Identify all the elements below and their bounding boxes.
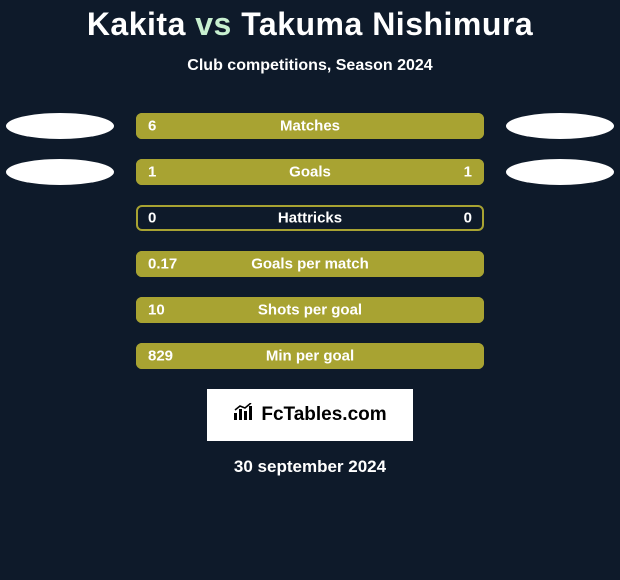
stat-label: Goals per match (251, 256, 369, 273)
title-vs: vs (195, 6, 232, 42)
stat-row: 0.17 Goals per match (0, 251, 620, 277)
left-ellipse (6, 113, 114, 139)
right-ellipse (506, 205, 614, 231)
left-ellipse (6, 343, 114, 369)
left-ellipse (6, 297, 114, 323)
left-ellipse (6, 251, 114, 277)
stat-bar: 0 0 Hattricks (136, 205, 484, 231)
comparison-card: Kakita vs Takuma Nishimura Club competit… (0, 0, 620, 580)
stat-row: 829 Min per goal (0, 343, 620, 369)
date-label: 30 september 2024 (0, 457, 620, 477)
stat-bar: 6 Matches (136, 113, 484, 139)
right-ellipse (506, 159, 614, 185)
stat-left-value: 0.17 (148, 256, 177, 273)
stat-bar: 0.17 Goals per match (136, 251, 484, 277)
page-title: Kakita vs Takuma Nishimura (0, 6, 620, 43)
stat-label: Goals (289, 164, 331, 181)
logo-badge: FcTables.com (207, 389, 413, 441)
title-player1: Kakita (87, 6, 186, 42)
stat-label: Shots per goal (258, 302, 362, 319)
stat-bar: 1 1 Goals (136, 159, 484, 185)
right-ellipse (506, 343, 614, 369)
stat-row: 10 Shots per goal (0, 297, 620, 323)
stat-label: Matches (280, 118, 340, 135)
logo-text: FcTables.com (261, 404, 386, 426)
stat-left-value: 6 (148, 118, 156, 135)
stat-left-value: 1 (148, 164, 156, 181)
stat-label: Min per goal (266, 348, 354, 365)
stat-bar: 829 Min per goal (136, 343, 484, 369)
right-ellipse (506, 251, 614, 277)
stat-bar: 10 Shots per goal (136, 297, 484, 323)
left-ellipse (6, 205, 114, 231)
left-ellipse (6, 159, 114, 185)
right-ellipse (506, 113, 614, 139)
stat-label: Hattricks (278, 210, 342, 227)
stat-row: 0 0 Hattricks (0, 205, 620, 231)
stat-row: 1 1 Goals (0, 159, 620, 185)
stat-left-value: 829 (148, 348, 173, 365)
right-ellipse (506, 297, 614, 323)
stat-right-value: 1 (464, 164, 472, 181)
stat-left-value: 0 (148, 210, 156, 227)
title-player2: Takuma Nishimura (241, 6, 533, 42)
stat-left-value: 10 (148, 302, 165, 319)
chart-icon (233, 403, 255, 427)
stat-right-value: 0 (464, 210, 472, 227)
stat-row: 6 Matches (0, 113, 620, 139)
subtitle: Club competitions, Season 2024 (0, 57, 620, 75)
stats-area: 6 Matches 1 1 Goals 0 0 Hattricks 0.17 Goals per … (0, 113, 620, 369)
